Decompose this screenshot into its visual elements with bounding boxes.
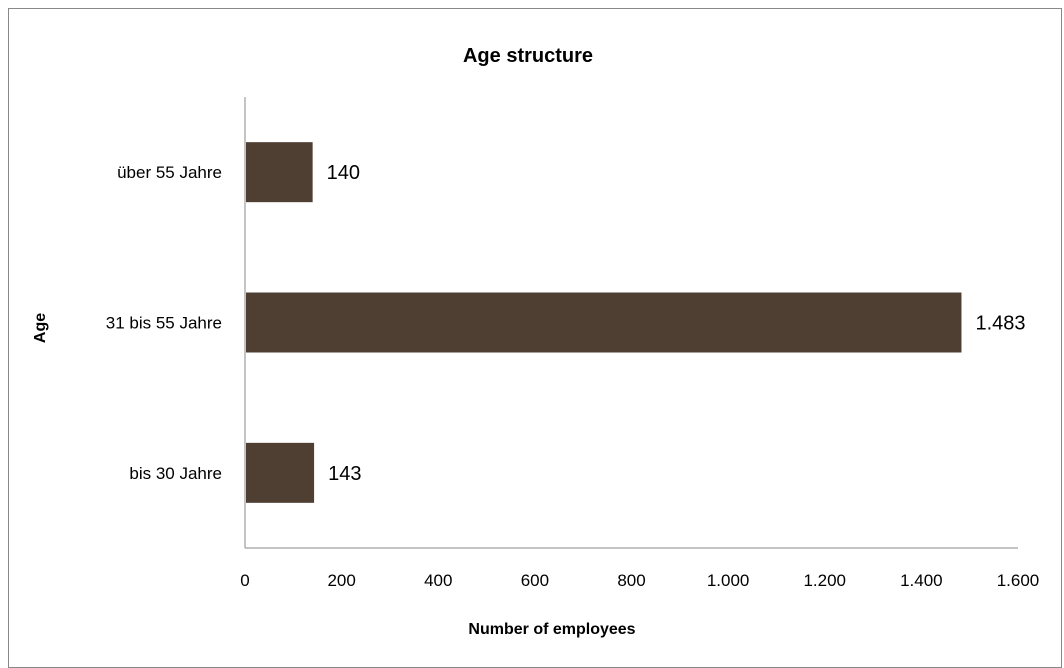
x-tick-label-6: 1.200: [803, 571, 846, 590]
x-axis-title: Number of employees: [468, 621, 635, 638]
x-tick-label-7: 1.400: [900, 571, 943, 590]
data-labels-group: 143 1.483 140: [327, 162, 1026, 485]
category-label-0: bis 30 Jahre: [129, 464, 222, 483]
x-tick-labels-group: 0 200 400 600 800 1.000 1.200 1.400 1.600: [240, 571, 1039, 590]
x-tick-label-4: 800: [617, 571, 645, 590]
x-tick-label-2: 400: [424, 571, 452, 590]
x-tick-label-1: 200: [327, 571, 355, 590]
bar-1: [246, 292, 962, 353]
category-label-1: 31 bis 55 Jahre: [106, 314, 222, 333]
x-tick-label-8: 1.600: [997, 571, 1040, 590]
data-label-2: 140: [327, 162, 360, 184]
bar-2: [246, 142, 313, 203]
category-label-2: über 55 Jahre: [117, 163, 222, 182]
chart-title: Age structure: [463, 45, 593, 67]
bar-0: [246, 442, 315, 503]
y-axis-title: Age: [32, 313, 49, 343]
data-label-0: 143: [328, 463, 361, 485]
bars-group: [246, 142, 962, 503]
x-tick-label-0: 0: [240, 571, 249, 590]
x-tick-label-3: 600: [521, 571, 549, 590]
data-label-1: 1.483: [975, 313, 1025, 335]
category-labels-group: bis 30 Jahre 31 bis 55 Jahre über 55 Jahre: [106, 163, 222, 483]
x-tick-label-5: 1.000: [707, 571, 750, 590]
